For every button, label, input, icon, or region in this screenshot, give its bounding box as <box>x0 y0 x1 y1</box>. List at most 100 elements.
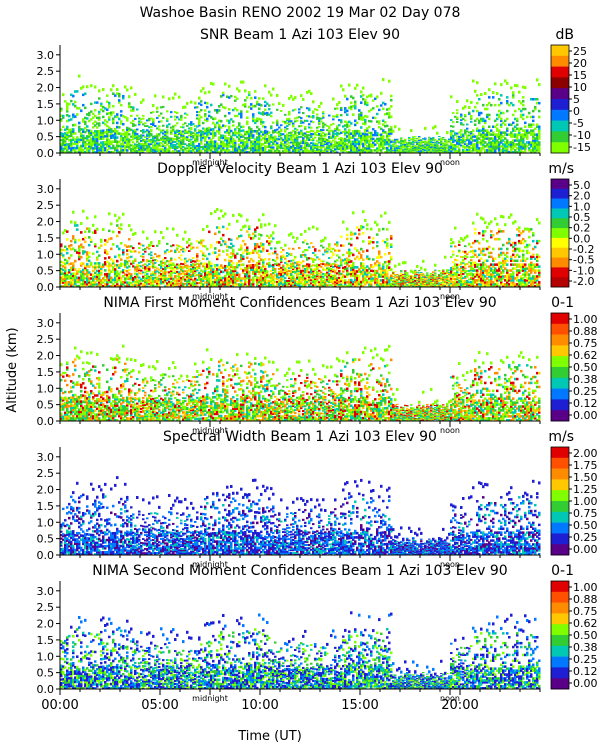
colorbar-tick-label: 0.00 <box>573 543 598 556</box>
colorbar-swatch <box>551 55 569 67</box>
noon-label: noon <box>440 694 460 703</box>
colorbar-swatch <box>551 501 569 513</box>
colorbar-swatch <box>551 635 569 647</box>
colorbar-tick-label: 0.2 <box>573 222 591 235</box>
y-axis-label: Altitude (km) <box>5 327 20 412</box>
heatmap-cells <box>60 344 541 422</box>
y-tick-label: 2.0 <box>37 82 55 95</box>
colorbar-tick-label: 0.88 <box>573 325 598 338</box>
colorbar-swatch <box>551 388 569 400</box>
y-tick-label: 2.5 <box>37 65 55 78</box>
colorbar: 1.000.880.750.620.500.380.250.120.00 <box>550 580 598 690</box>
y-tick-label: 0.5 <box>37 265 55 278</box>
x-tick-label: 05:00 <box>141 698 178 713</box>
y-tick-label: 1.5 <box>37 500 55 513</box>
colorbar-tick-label: -10 <box>573 129 591 142</box>
colorbar-tick-label: 5 <box>573 93 580 106</box>
colorbar-tick-label: 15 <box>573 69 587 82</box>
panel-2: Doppler Velocity Beam 1 Azi 103 Elev 90 m… <box>37 161 595 301</box>
colorbar-tick-label: 0.12 <box>573 665 598 678</box>
colorbar-swatch <box>551 257 569 268</box>
heatmap-cells <box>60 208 541 288</box>
colorbar-tick-label: 1.0 <box>573 200 591 213</box>
noon-label: noon <box>440 292 460 301</box>
colorbar-swatch <box>551 228 569 239</box>
colorbar-swatch <box>551 66 569 78</box>
colorbar-swatch <box>551 313 569 325</box>
panel-title: Doppler Velocity Beam 1 Azi 103 Elev 90 <box>157 161 443 177</box>
y-tick-label: 3.0 <box>37 451 55 464</box>
colorbar-tick-label: 0.00 <box>573 677 598 690</box>
colorbar-swatch <box>551 410 569 422</box>
y-tick-label: 1.5 <box>37 634 55 647</box>
colorbar: 5.02.01.00.50.20.0-0.2-0.5-1.0-2.0 <box>550 178 594 288</box>
x-tick-label: 20:00 <box>441 698 478 713</box>
colorbar-swatch <box>551 490 569 502</box>
colorbar-tick-label: 0.25 <box>573 653 598 666</box>
colorbar-tick-label: 0.50 <box>573 519 598 532</box>
x-tick-label: 15:00 <box>341 698 378 713</box>
midnight-label: midnight <box>192 560 228 569</box>
x-tick-label: 00:00 <box>41 698 78 713</box>
colorbar: 2.001.751.501.251.000.750.500.250.00 <box>550 446 598 556</box>
y-tick-label: 2.5 <box>37 467 55 480</box>
heatmap-cells <box>60 74 541 154</box>
y-tick-label: 0.0 <box>37 281 55 294</box>
y-tick-label: 2.0 <box>37 618 55 631</box>
colorbar-swatch <box>551 457 569 469</box>
colorbar-swatch <box>551 581 569 593</box>
noon-label: noon <box>440 560 460 569</box>
colorbar-swatch <box>551 237 569 248</box>
colorbar-swatch <box>551 544 569 556</box>
colorbar-swatch <box>551 267 569 278</box>
colorbar-tick-label: 0.38 <box>573 373 598 386</box>
colorbar-tick-label: 0.25 <box>573 385 598 398</box>
colorbar-tick-label: 0.12 <box>573 397 598 410</box>
colorbar-tick-label: 1.00 <box>573 313 598 326</box>
colorbar: 1.000.880.750.620.500.380.250.120.00 <box>550 312 598 422</box>
y-tick-label: 0.0 <box>37 683 55 696</box>
colorbar-swatch <box>551 613 569 625</box>
colorbar-swatch <box>551 77 569 89</box>
colorbar-swatch <box>551 45 569 57</box>
y-tick-label: 2.5 <box>37 333 55 346</box>
colorbar-tick-label: 20 <box>573 57 587 70</box>
midnight-label: midnight <box>192 694 228 703</box>
colorbar-swatch <box>551 645 569 657</box>
y-tick-label: 3.0 <box>37 49 55 62</box>
colorbar-tick-label: 10 <box>573 81 587 94</box>
panel-1: SNR Beam 1 Azi 103 Elev 90 dB 0.0 0.5 1.0 1.5… <box>37 27 591 167</box>
colorbar-swatch <box>551 468 569 480</box>
y-tick-label: 3.0 <box>37 183 55 196</box>
colorbar-tick-label: 1.75 <box>573 459 598 472</box>
y-tick-label: 3.0 <box>37 585 55 598</box>
colorbar-tick-label: 1.25 <box>573 483 598 496</box>
y-tick-label: 1.0 <box>37 650 55 663</box>
colorbar-swatch <box>551 109 569 121</box>
heatmap-cells <box>60 611 541 690</box>
y-tick-label: 1.0 <box>37 382 55 395</box>
colorbar-unit: 0-1 <box>551 563 574 579</box>
colorbar-swatch <box>551 88 569 100</box>
colorbar-swatch <box>551 377 569 389</box>
colorbar-swatch <box>551 667 569 679</box>
y-tick-label: 1.5 <box>37 232 55 245</box>
colorbar-tick-label: 0.38 <box>573 641 598 654</box>
colorbar-tick-label: 0.25 <box>573 531 598 544</box>
colorbar-tick-label: 0.75 <box>573 507 598 520</box>
colorbar-tick-label: 0.88 <box>573 593 598 606</box>
colorbar-tick-label: -1.0 <box>573 264 594 277</box>
colorbar-swatch <box>551 120 569 132</box>
colorbar-tick-label: -5 <box>573 117 584 130</box>
noon-label: noon <box>440 158 460 167</box>
colorbar-swatch <box>551 208 569 219</box>
colorbar-tick-label: 0.0 <box>573 232 591 245</box>
colorbar-tick-label: 1.00 <box>573 495 598 508</box>
colorbar-unit: m/s <box>548 161 574 177</box>
colorbar-tick-label: 0.75 <box>573 605 598 618</box>
colorbar-swatch <box>551 602 569 614</box>
panel-title: SNR Beam 1 Azi 103 Elev 90 <box>200 27 400 43</box>
colorbar-tick-label: 2.00 <box>573 447 598 460</box>
